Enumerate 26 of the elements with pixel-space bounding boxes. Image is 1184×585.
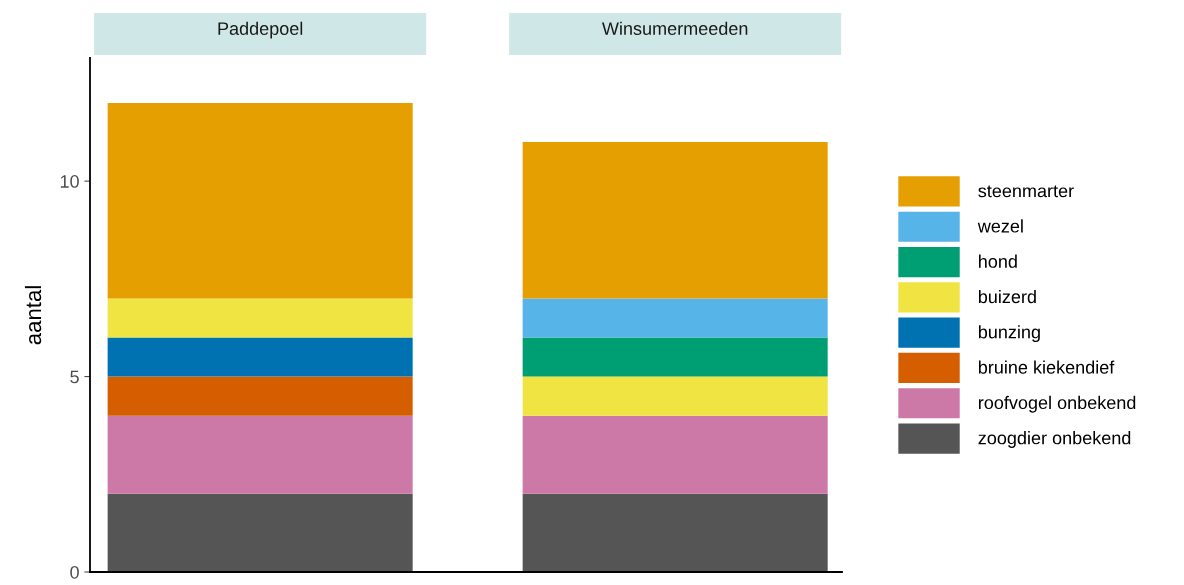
bar [107, 415, 413, 494]
legend-label: bruine kiekendief [978, 360, 1115, 374]
bar [107, 102, 413, 299]
bar [107, 298, 413, 338]
bar [522, 376, 828, 416]
legend-label: buizerd [978, 289, 1036, 304]
bar [107, 493, 413, 572]
legend-label: roofvogel onbekend [978, 395, 1136, 413]
y-tick-label: 0 [70, 565, 79, 579]
legend-label: hond [979, 254, 1017, 268]
y-tick-label: 10 [60, 175, 79, 188]
x-tick-label: Paddepoel [218, 21, 303, 39]
y-axis-title: aantal [24, 286, 42, 345]
legend-label: zoogdier onbekend [978, 431, 1131, 448]
bar [107, 376, 413, 416]
bar [107, 337, 413, 377]
legend-label: bunzing [978, 325, 1040, 343]
bar [522, 142, 828, 299]
legend-label: steenmarter [978, 185, 1074, 198]
bar [522, 337, 828, 377]
bar [522, 415, 828, 494]
legend-label: wezel [977, 219, 1023, 233]
x-tick-label: Winsumermeeden [602, 21, 748, 35]
bar [522, 493, 828, 572]
y-tick-label: 5 [70, 370, 79, 384]
bar [522, 298, 828, 338]
